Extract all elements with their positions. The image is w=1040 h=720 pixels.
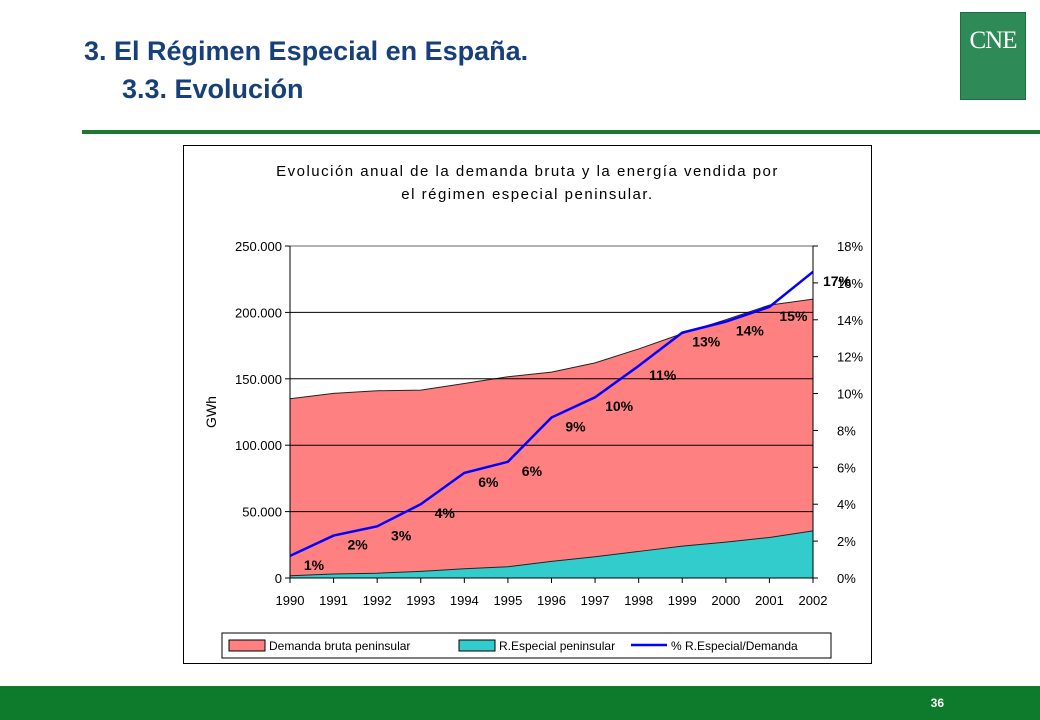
slide-subtitle: 3.3. Evolución [122, 74, 304, 104]
y2-tick-label: 16% [837, 276, 863, 291]
y2-tick-label: 12% [837, 350, 863, 365]
y-tick-label: 250.000 [235, 239, 282, 254]
y2-tick-label: 4% [837, 497, 856, 512]
demanda-outline [289, 298, 814, 400]
page-number: 36 [930, 696, 944, 710]
y2-tick-label: 18% [837, 239, 863, 254]
x-tick-label: 1993 [406, 593, 435, 608]
logo-text: CNE [969, 27, 1018, 54]
y2-tick-label: 14% [837, 313, 863, 328]
ratio-data-label: 13% [692, 334, 721, 350]
x-tick-label: 1991 [319, 593, 348, 608]
y2-tick-label: 8% [837, 423, 856, 438]
ratio-data-label: 3% [391, 527, 412, 543]
y-tick-label: 100.000 [235, 438, 282, 453]
ratio-data-label: 10% [605, 398, 634, 414]
ratio-data-label: 2% [347, 537, 368, 553]
chart-title-line2: el régimen especial peninsular. [401, 186, 654, 203]
y-axis-title: GWh [203, 396, 219, 428]
x-tick-label: 1994 [450, 593, 479, 608]
x-tick-label: 2001 [755, 593, 784, 608]
y-tick-label: 0 [275, 571, 282, 586]
ratio-line [289, 270, 814, 558]
chart-title: Evolución anual de la demanda bruta y la… [183, 160, 872, 206]
title-divider [82, 130, 1040, 134]
x-tick-label: 1999 [668, 593, 697, 608]
y-tick-label: 200.000 [235, 305, 282, 320]
x-tick-label: 1998 [624, 593, 653, 608]
x-tick-label: 1990 [276, 593, 305, 608]
legend-swatch-especial [458, 639, 496, 652]
x-tick-label: 1995 [493, 593, 522, 608]
area-demanda [290, 299, 813, 578]
ratio-data-label: 17% [823, 273, 852, 289]
slide-title: 3. El Régimen Especial en España. [84, 36, 529, 66]
y-tick-label: 50.000 [242, 505, 282, 520]
x-tick-label: 1997 [581, 593, 610, 608]
ratio-data-label: 9% [565, 419, 586, 435]
x-tick-label: 2000 [711, 593, 740, 608]
cne-logo: CNE [960, 12, 1026, 100]
x-tick-label: 1996 [537, 593, 566, 608]
y2-tick-label: 2% [837, 534, 856, 549]
y2-tick-label: 10% [837, 387, 863, 402]
y2-tick-label: 0% [837, 571, 856, 586]
legend-label-ratio: % R.Especial/Demanda [671, 639, 798, 653]
legend-label-demanda: Demanda bruta peninsular [269, 639, 410, 653]
ratio-data-label: 15% [779, 308, 808, 324]
x-tick-label: 1992 [363, 593, 392, 608]
legend-box [221, 632, 832, 659]
ratio-data-label: 1% [304, 557, 325, 573]
ratio-data-label: 6% [478, 474, 499, 490]
especial-outline [289, 530, 814, 577]
ratio-data-label: 6% [522, 463, 543, 479]
y2-tick-label: 6% [837, 460, 856, 475]
legend-label-especial: R.Especial peninsular [499, 639, 615, 653]
legend-swatch-demanda [228, 639, 266, 652]
ratio-data-label: 14% [736, 323, 765, 339]
x-tick-label: 2002 [799, 593, 828, 608]
y-tick-label: 150.000 [235, 372, 282, 387]
area-especial [290, 530, 813, 578]
chart-title-line1: Evolución anual de la demanda bruta y la… [276, 163, 779, 180]
ratio-data-label: 4% [435, 505, 456, 521]
ratio-data-label: 11% [649, 367, 677, 383]
footer-bar: 36 [0, 686, 1040, 720]
